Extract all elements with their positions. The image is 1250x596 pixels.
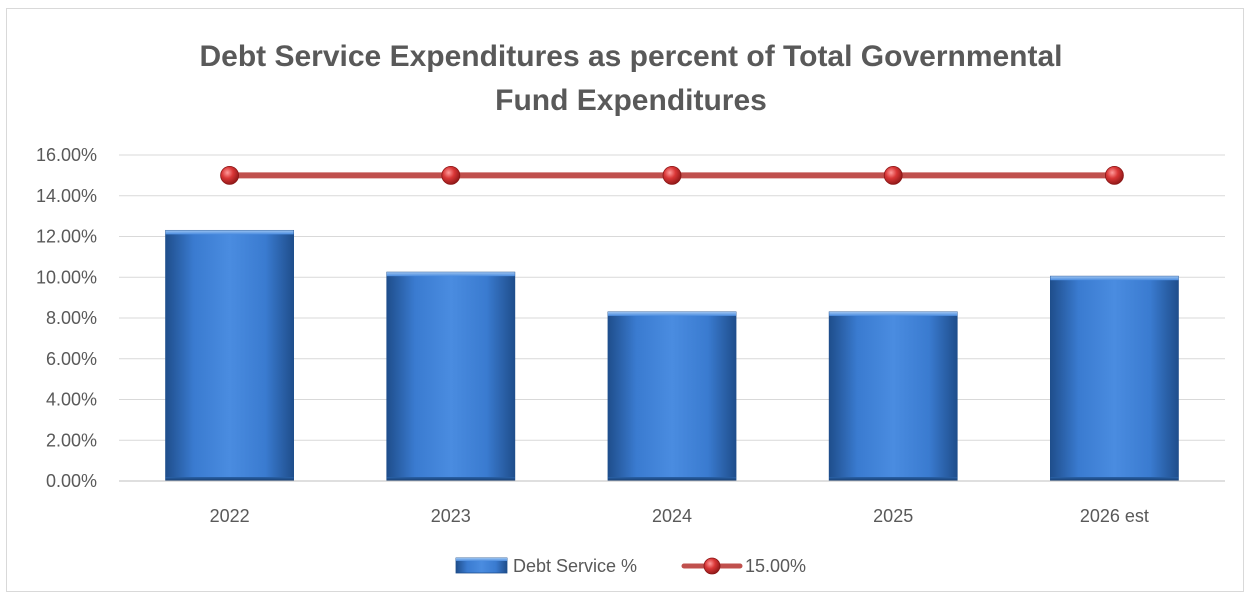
bar-bottom-bevel [1050,477,1179,481]
y-tick-label: 0.00% [46,471,97,491]
bar-top-bevel [1050,276,1179,281]
chart-title-line-2: Fund Expenditures [495,84,767,117]
bar-top-bevel [165,230,294,235]
bar [386,271,516,482]
line-marker [220,165,240,185]
bar-body [1050,275,1179,482]
legend: Debt Service % 15.00% [455,556,806,576]
x-tick-label: 2025 [873,506,913,526]
y-tick-label: 2.00% [46,430,97,450]
line-marker [662,165,682,185]
bar-body [165,229,295,482]
chart-title: Debt Service Expenditures as percent of … [199,40,1062,117]
bar-body [828,311,958,482]
bar-top-bevel [608,311,736,316]
y-tick-label: 14.00% [36,186,97,206]
bar-body [386,271,516,482]
legend-label-bar: Debt Service % [513,556,637,576]
x-tick-label: 2026 est [1080,506,1149,526]
bar [1050,275,1179,482]
y-tick-label: 16.00% [36,145,97,165]
bar-top-bevel [829,311,958,316]
bar [828,311,958,482]
legend-bar-swatch-top [456,558,507,561]
legend-label-line: 15.00% [745,556,806,576]
line-marker [441,165,461,185]
bar-bottom-bevel [608,477,736,481]
y-tick-label: 4.00% [46,390,97,410]
y-tick-label: 8.00% [46,308,97,328]
y-tick-label: 10.00% [36,267,97,287]
bar-bottom-bevel [386,477,515,481]
bar-bottom-bevel [165,477,294,481]
x-tick-label: 2023 [431,506,471,526]
y-tick-label: 12.00% [36,227,97,247]
x-tick-label: 2022 [210,506,250,526]
bar [607,311,737,482]
legend-item-bar: Debt Service % [455,556,637,576]
legend-item-line: 15.00% [681,556,806,576]
bar-top-bevel [386,272,515,277]
bar [165,229,295,482]
y-axis: 0.00% 2.00% 4.00% 6.00% 8.00% 10.00% 12.00% 14.… [36,145,97,491]
line-marker [1105,165,1124,185]
line-series [220,165,1124,185]
x-tick-label: 2024 [652,506,692,526]
chart-title-line-1: Debt Service Expenditures as percent of … [199,40,1062,73]
line-marker [883,165,903,185]
bar-body [607,311,737,482]
bar-series [165,229,1179,482]
y-tick-label: 6.00% [46,349,97,369]
x-axis: 2022 2023 2024 2025 2026 est [119,480,1225,526]
bar-bottom-bevel [829,477,958,481]
legend-line-marker [703,557,721,575]
